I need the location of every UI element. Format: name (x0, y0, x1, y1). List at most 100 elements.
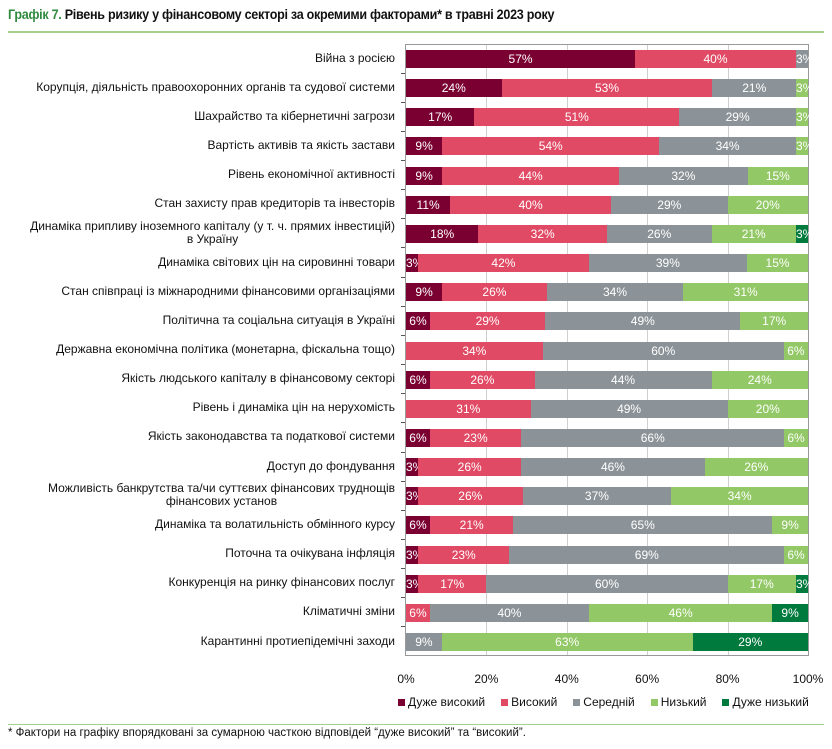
category-label-text: Шахрайство та кібернетичні загрози (194, 108, 395, 123)
x-tick-label: 100% (792, 672, 824, 686)
legend-label: Високий (511, 695, 558, 709)
bar-segment-Високий: 21% (429, 516, 514, 535)
category-label: Карантинні протиепідемічні заходи (201, 627, 395, 655)
bar-segment-Низький: 3% (796, 79, 814, 98)
y-tick (401, 626, 405, 628)
bar-segment-Середній: 49% (530, 399, 728, 418)
bar-segment-Середній: 44% (534, 370, 712, 389)
category-label: Динаміка припливу іноземного капіталу (у… (30, 219, 395, 247)
bar-segment-Низький: 21% (711, 224, 796, 243)
y-tick (401, 364, 405, 366)
bar-segment-Високий: 42% (418, 254, 589, 273)
bar-segment-Середній: 9% (406, 633, 442, 651)
bar-segment-Низький: 26% (704, 458, 808, 477)
category-label: Можливість банкрутства та/чи суттєвих фі… (48, 481, 395, 509)
category-label: Рівень і динаміка цін на нерухомість (193, 394, 395, 422)
legend-label: Середній (583, 695, 635, 709)
x-tick-label: 80% (715, 672, 740, 686)
category-label-text: Стан співпраці із міжнародними фінансови… (61, 283, 395, 298)
bar-segment-Низький: 20% (727, 195, 808, 214)
bar-segment-Високий: 29% (429, 312, 546, 331)
legend-swatch (722, 698, 730, 706)
bar-segment-Високий: 23% (429, 428, 522, 447)
y-tick (401, 451, 405, 453)
bar-segment-Високий: 40% (635, 50, 796, 68)
bar-segment-Дуже високий: 9% (406, 137, 443, 156)
chart-number: Графік 7. (8, 7, 62, 22)
bar-segment-Середній: 39% (588, 254, 748, 273)
bar-segment-Низький: 6% (784, 428, 808, 447)
bar-segment-Дуже високий: 18% (406, 224, 479, 243)
category-label-text: Якість людського капіталу в фінансовому … (121, 371, 395, 386)
category-label-text: Конкуренція на ринку фінансових послуг (168, 575, 395, 590)
bar-segment-Низький: 20% (727, 399, 808, 418)
bar-segment-Середній: 26% (607, 224, 712, 243)
y-tick (401, 218, 405, 220)
y-tick (401, 276, 405, 278)
bar-segment-Низький: 46% (589, 603, 773, 622)
y-tick (401, 160, 405, 162)
category-label-text: Якість законодавства та податкової систе… (147, 429, 395, 444)
bar-segment-Середній: 66% (521, 428, 785, 447)
bar-segment-Середній: 29% (611, 195, 728, 214)
bar-segment-Низький: 9% (772, 516, 808, 535)
bar-segment-Високий: 54% (442, 137, 660, 156)
bar-segment-Середній: 46% (521, 458, 705, 477)
footnote-divider (8, 724, 824, 725)
x-tick-label: 40% (554, 672, 579, 686)
category-label-text: Динаміка припливу іноземного капіталу (у… (30, 218, 395, 246)
bar-segment-Високий: 51% (474, 108, 680, 127)
bar-segment-Дуже високий: 3% (406, 487, 424, 506)
legend-item: Високий (501, 695, 557, 709)
x-tick-label: 0% (397, 672, 415, 686)
bar-segment-Високий: 26% (442, 283, 547, 302)
legend-item: Дуже високий (398, 695, 485, 709)
y-tick (401, 130, 405, 132)
legend-label: Низький (660, 695, 707, 709)
category-label: Стан захисту прав кредиторів та інвестор… (154, 190, 395, 218)
legend: Дуже високий Високий Середній Низький Дуже н… (398, 695, 809, 709)
y-tick (401, 334, 405, 336)
category-label-text: Можливість банкрутства та/чи суттєвих фі… (47, 481, 395, 509)
category-label: Корупція, діяльність правоохоронних орга… (36, 73, 395, 101)
bar-segment-Високий: 40% (450, 195, 612, 214)
x-tick-label: 20% (474, 672, 499, 686)
category-label-text: Державна економічна політика (монетарна,… (56, 342, 395, 356)
bar-segment-Середній: 40% (429, 603, 590, 622)
bar-segment-Дуже високий: 57% (406, 50, 636, 68)
category-label-text: Корупція, діяльність правоохоронних орга… (36, 79, 395, 94)
y-tick (401, 393, 405, 395)
category-label-text: Стан захисту прав кредиторів та інвестор… (154, 196, 395, 211)
category-label: Державна економічна політика (монетарна,… (56, 336, 395, 364)
bar-segment-Середній: 21% (712, 79, 797, 98)
legend-item: Дуже низький (722, 695, 809, 709)
bar-segment-Низький: 34% (671, 487, 808, 506)
legend-item: Середній (573, 695, 635, 709)
bar-segment-Високий: 53% (501, 79, 713, 98)
plot-area: 57% 40% 3% 24% 53% 21% 3% 17% 51% 29% 3% 9% 54% 34% 3%… (405, 44, 814, 656)
category-label: Доступ до фондування (267, 452, 395, 480)
category-label: Вартість активів та якість застави (208, 131, 396, 159)
y-tick (401, 72, 405, 74)
category-label: Якість законодавства та податкової систе… (148, 423, 395, 451)
category-label-text: Кліматичні зміни (302, 604, 395, 619)
category-label-text: Поточна та очікувана інфляція (225, 546, 395, 561)
legend-swatch (650, 698, 658, 706)
bar-segment-Середній: 65% (513, 516, 773, 535)
bar-segment-Низький: 3% (795, 108, 814, 127)
bar-segment-Низький: 6% (784, 545, 808, 564)
bar-segment-Середній: 49% (545, 312, 741, 331)
y-tick (401, 189, 405, 191)
y-tick (401, 422, 405, 424)
legend-item: Низький (650, 695, 707, 709)
bar-segment-Високий: 31% (406, 399, 531, 418)
bar-segment-Низький: 24% (711, 370, 808, 389)
category-label-text: Рівень і динаміка цін на нерухомість (192, 400, 395, 415)
bar-segment-Дуже високий: 6% (406, 370, 431, 389)
bar-segment-Низький: 3% (795, 137, 814, 156)
bar-segment-Дуже високий: 3% (406, 458, 424, 477)
title-divider (8, 31, 824, 33)
category-label: Шахрайство та кібернетичні загрози (194, 102, 395, 130)
category-label-text: Динаміка та волатильність обмінного курс… (155, 516, 395, 531)
x-tick-label: 60% (635, 672, 660, 686)
